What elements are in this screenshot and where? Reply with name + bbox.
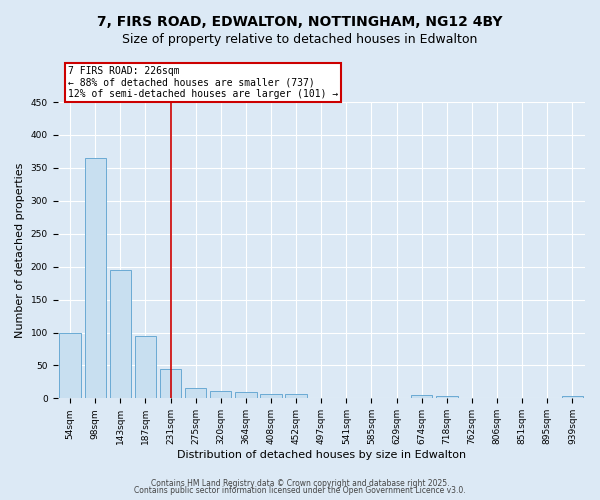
Bar (160, 368, 181, 398)
Bar (85, 158, 106, 398)
Y-axis label: Number of detached properties: Number of detached properties (15, 162, 25, 338)
Bar (110, 270, 131, 398)
Text: Contains public sector information licensed under the Open Government Licence v3: Contains public sector information licen… (134, 486, 466, 495)
Text: 7, FIRS ROAD, EDWALTON, NOTTINGHAM, NG12 4BY: 7, FIRS ROAD, EDWALTON, NOTTINGHAM, NG12… (97, 15, 503, 29)
Bar (436, 396, 458, 398)
Bar (562, 396, 583, 398)
Bar (135, 336, 156, 398)
Bar (59, 332, 81, 398)
Bar (210, 391, 232, 398)
Text: Size of property relative to detached houses in Edwalton: Size of property relative to detached ho… (122, 32, 478, 46)
Bar (185, 388, 206, 398)
Bar (411, 395, 433, 398)
Bar (286, 394, 307, 398)
X-axis label: Distribution of detached houses by size in Edwalton: Distribution of detached houses by size … (177, 450, 466, 460)
Text: 7 FIRS ROAD: 226sqm
← 88% of detached houses are smaller (737)
12% of semi-detac: 7 FIRS ROAD: 226sqm ← 88% of detached ho… (68, 66, 338, 99)
Bar (235, 392, 257, 398)
Bar (260, 394, 282, 398)
Text: Contains HM Land Registry data © Crown copyright and database right 2025.: Contains HM Land Registry data © Crown c… (151, 478, 449, 488)
